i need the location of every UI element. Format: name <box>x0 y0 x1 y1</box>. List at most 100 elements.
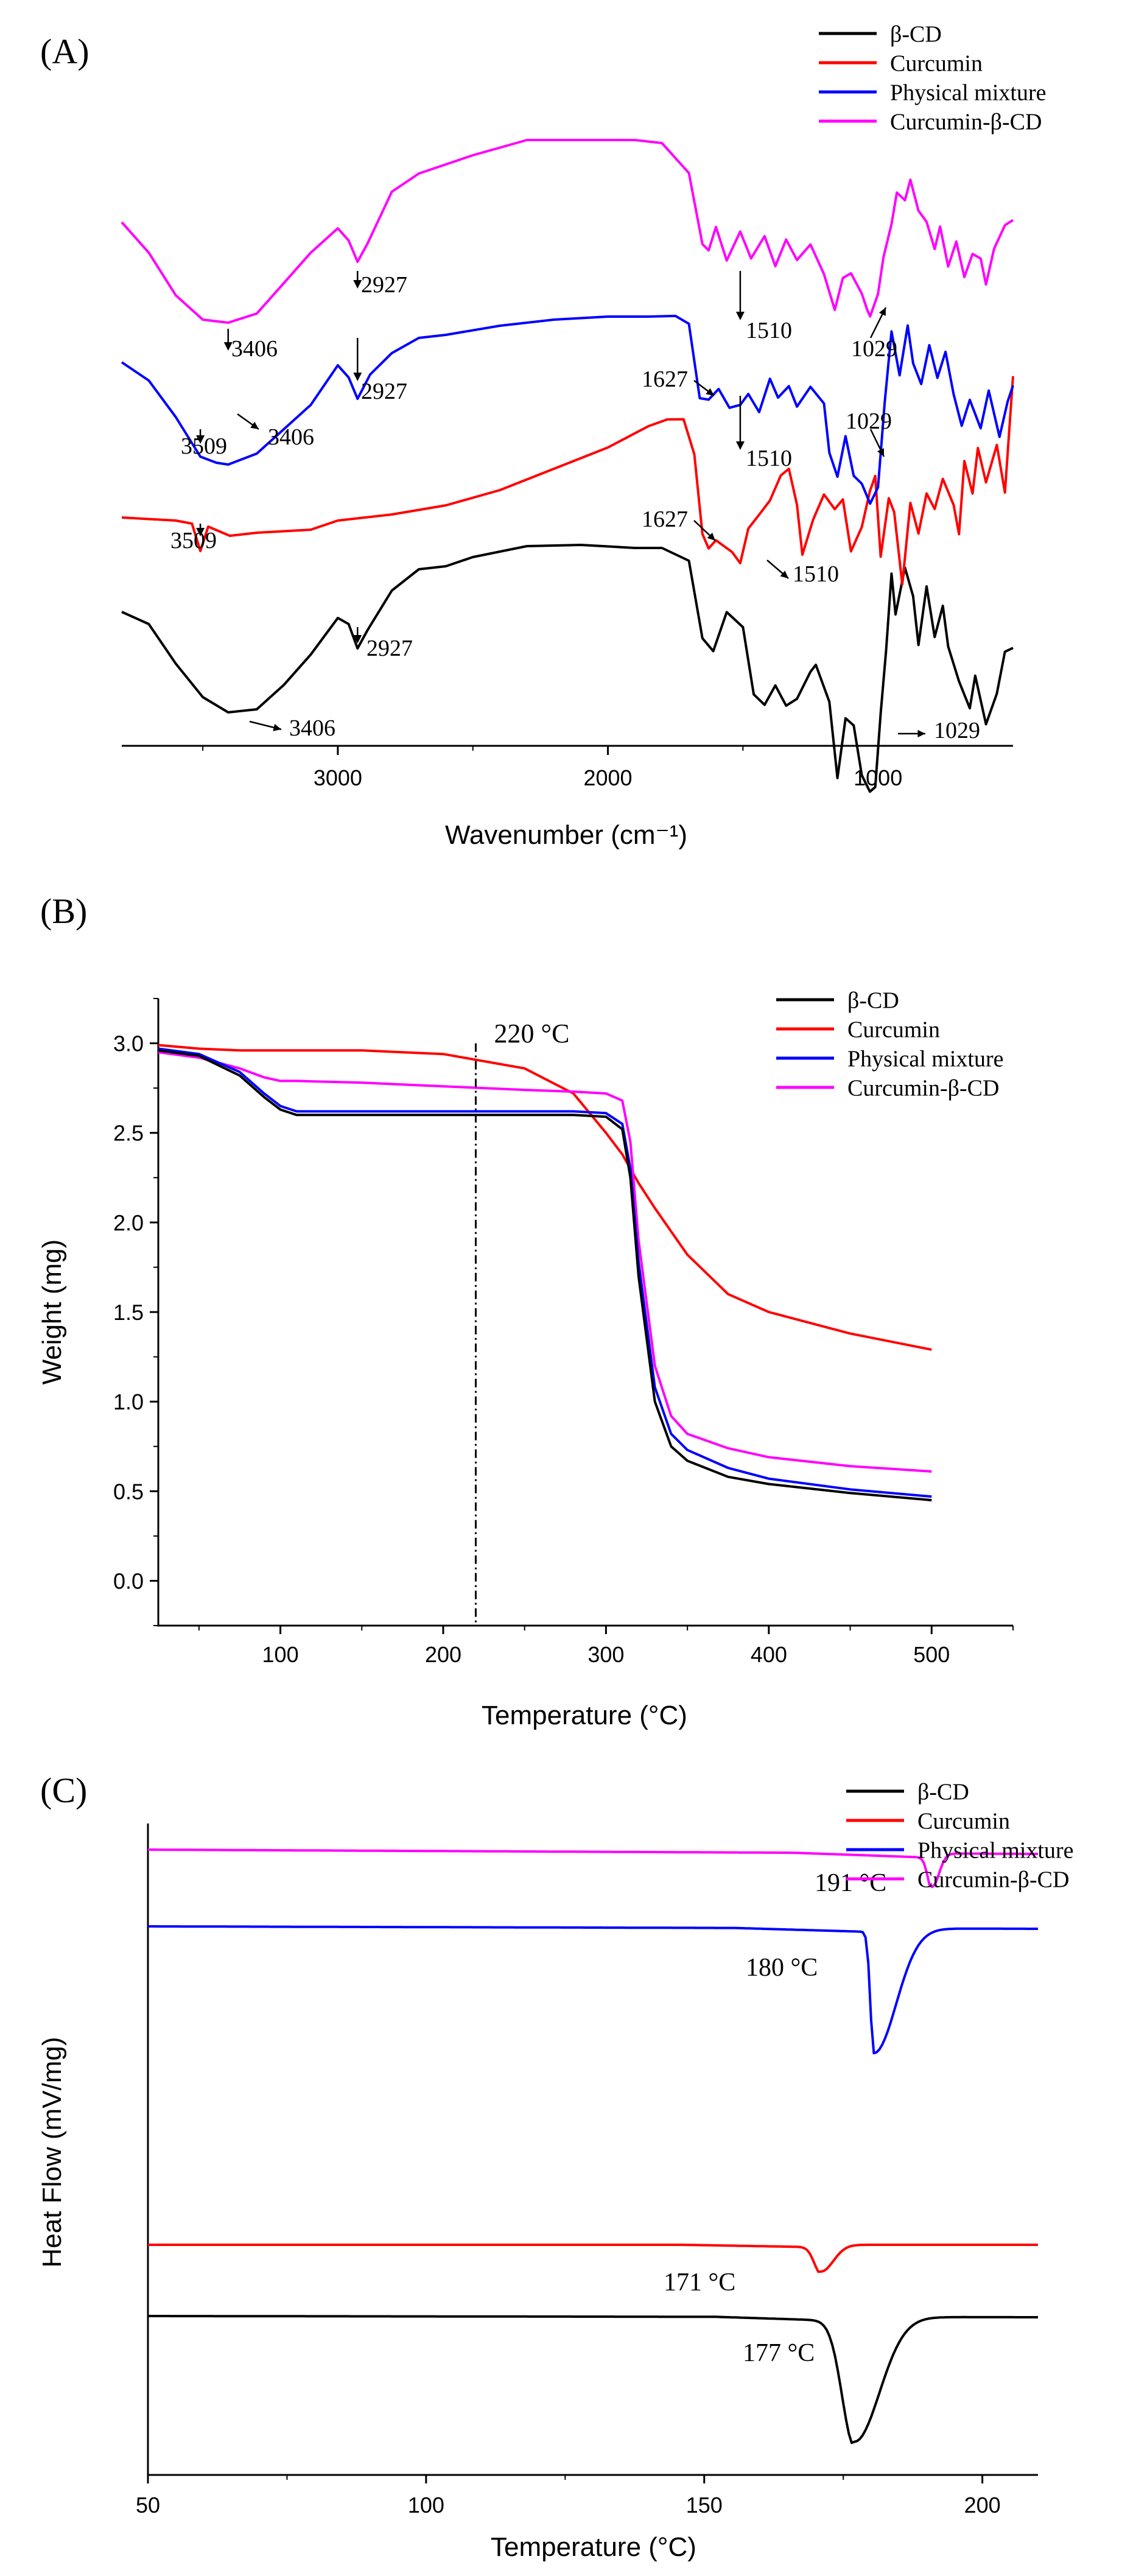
peak-label: 2927 <box>366 636 413 661</box>
tga-curve <box>158 1044 932 1351</box>
peak-label: 1029 <box>934 718 980 743</box>
x-tick-group: 3000 2000 1000 <box>202 746 902 790</box>
peak-label: 1627 <box>642 507 688 532</box>
panel-label: (A) <box>40 32 89 71</box>
panel-label: (B) <box>40 891 87 931</box>
x-tick-label: 3000 <box>314 765 362 790</box>
peak-arrowhead <box>353 635 362 644</box>
peak-label: 3406 <box>289 715 335 741</box>
dsc-curve <box>148 1848 1038 1889</box>
peak-arrowhead <box>273 724 281 731</box>
peak-arrowhead <box>196 435 205 444</box>
x-axis-label: Temperature (°C) <box>482 1700 687 1730</box>
tga-curve <box>158 1049 932 1501</box>
peak-label: 3406 <box>268 424 314 450</box>
peak-arrowhead <box>250 421 259 429</box>
peak-label: 3509 <box>170 528 217 553</box>
dsc-curve <box>148 2244 1038 2273</box>
spectrum-line <box>121 544 1014 793</box>
x-tick-label: 200 <box>964 2493 1001 2518</box>
legend-label: β-CD <box>847 988 899 1013</box>
peak-label: 180 °C <box>746 1954 818 1982</box>
dsc-panel: (C) 50 100 150 200 177 °C 171 °C 180 °C 191 °C… <box>37 1771 1073 2562</box>
peak-arrowhead <box>353 280 362 289</box>
x-axis-label: Wavenumber (cm⁻¹) <box>445 820 687 850</box>
peak-arrowhead <box>735 312 745 320</box>
peak-label: 1029 <box>851 336 897 362</box>
peak-arrowhead <box>878 307 886 316</box>
x-tick-label: 500 <box>913 1642 950 1667</box>
peak-label: 2927 <box>361 272 407 298</box>
x-tick-label: 100 <box>262 1642 299 1667</box>
x-tick-label: 400 <box>751 1642 787 1667</box>
x-tick-label: 300 <box>587 1642 624 1667</box>
peak-label: 1510 <box>746 446 792 471</box>
peak-arrowhead <box>917 729 925 738</box>
x-tick-label: 2000 <box>583 765 632 790</box>
y-tick-label: 3.0 <box>113 1031 144 1056</box>
y-tick-label: 1.0 <box>113 1389 144 1414</box>
dsc-curve <box>148 2315 1038 2444</box>
peak-label: 3406 <box>231 336 278 362</box>
dsc-curve <box>148 1925 1038 2055</box>
spectra <box>121 139 1014 793</box>
x-tick-label: 50 <box>136 2493 160 2518</box>
y-tick-label: 0.0 <box>113 1568 144 1593</box>
peak-arrowhead <box>706 388 714 396</box>
peak-label: 1627 <box>642 367 688 392</box>
dsc-curves <box>148 1848 1038 2444</box>
x-tick-label: 150 <box>686 2493 723 2518</box>
x-tick-label: 200 <box>425 1642 461 1667</box>
tick-group: 100 200 300 400 500 0.0 0.5 1.0 1.5 2.0 2.5 3.0 <box>113 998 1014 1667</box>
y-tick-label: 2.5 <box>113 1121 144 1146</box>
legend: β-CD Curcumin Physical mixture Curcumin-β-C… <box>846 1779 1073 1892</box>
peak-arrowhead <box>877 448 884 457</box>
legend-label: Curcumin <box>917 1808 1010 1834</box>
peak-label: 171 °C <box>664 2269 735 2297</box>
peak-arrowhead <box>353 373 362 381</box>
spectrum-line <box>121 314 1014 505</box>
legend-label: β-CD <box>890 21 942 47</box>
peak-arrowhead <box>735 441 745 450</box>
y-axis-label: Weight (mg) <box>37 1240 67 1385</box>
peak-label: 177 °C <box>743 2339 815 2367</box>
tga-curves <box>158 1044 932 1501</box>
peak-arrowhead <box>196 528 205 536</box>
legend-label: Curcumin-β-CD <box>847 1075 999 1101</box>
y-tick-label: 0.5 <box>113 1479 144 1504</box>
peak-annotations: 3406 2927 1510 1029 1627 2927 3509 3406 1510 1029… <box>170 271 980 743</box>
legend-label: β-CD <box>917 1779 969 1805</box>
x-axis-label: Temperature (°C) <box>491 2532 696 2562</box>
legend-label: Physical mixture <box>917 1837 1073 1863</box>
y-tick-label: 2.0 <box>113 1210 144 1235</box>
peak-annotations: 177 °C 171 °C 180 °C 191 °C <box>664 1869 886 2367</box>
legend-label: Curcumin <box>847 1017 940 1042</box>
peak-label: 2927 <box>361 379 407 404</box>
reference-line-label: 220 °C <box>494 1019 569 1048</box>
peak-label: 3509 <box>181 433 227 459</box>
peak-arrowhead <box>780 570 788 578</box>
peak-arrowhead <box>707 532 715 541</box>
peak-label: 1029 <box>846 409 892 434</box>
legend: β-CD Curcumin Physical mixture Curcumin-β-C… <box>819 21 1046 135</box>
y-tick-label: 1.5 <box>113 1300 144 1325</box>
x-tick-label: 100 <box>408 2493 444 2518</box>
tga-curve <box>158 1047 932 1498</box>
legend-label: Curcumin-β-CD <box>890 109 1042 135</box>
y-axis-label: Heat Flow (mV/mg) <box>37 2037 67 2268</box>
spectrum-line <box>121 376 1014 586</box>
legend-label: Curcumin-β-CD <box>917 1867 1069 1892</box>
tga-curve <box>158 1051 932 1473</box>
tga-panel: (B) 100 200 300 400 500 0.0 0.5 1.0 1.5 2.0 2.5 3.0… <box>37 891 1014 1730</box>
peak-label: 191 °C <box>815 1869 886 1897</box>
legend-label: Physical mixture <box>847 1046 1003 1072</box>
axis-frame <box>147 1823 1038 2476</box>
peak-label: 1510 <box>793 561 839 587</box>
legend-label: Physical mixture <box>890 80 1046 105</box>
panel-label: (C) <box>40 1771 87 1810</box>
ftir-panel: (A) 3000 2000 1000 34062927151010291627292… <box>40 21 1046 850</box>
peak-arrowhead <box>223 342 233 351</box>
peak-label: 1510 <box>746 318 792 343</box>
legend-label: Curcumin <box>890 51 983 76</box>
